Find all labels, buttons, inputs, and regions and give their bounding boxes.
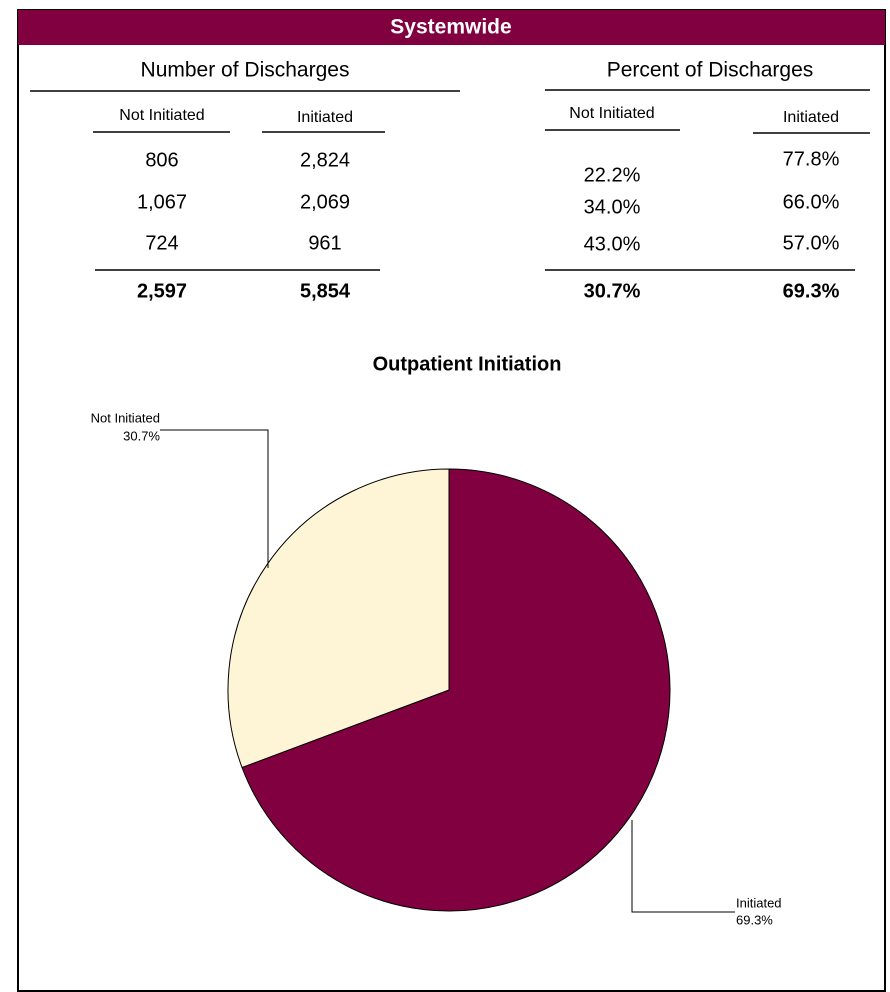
chart-title: Outpatient Initiation (373, 353, 562, 375)
table-cell: 57.0% (783, 232, 840, 254)
table-cell: 66.0% (783, 191, 840, 213)
table-cell: 806 (145, 149, 178, 171)
table-cell: 34.0% (584, 196, 641, 218)
column-header: Not Initiated (569, 105, 654, 122)
table-cell: 77.8% (783, 148, 840, 170)
section-heading: Percent of Discharges (607, 59, 814, 82)
table-cell: 22.2% (584, 164, 641, 186)
total-cell: 30.7% (584, 280, 641, 302)
table-cell: 724 (145, 232, 178, 254)
leader-line (160, 429, 269, 568)
pie-slice (241, 468, 671, 912)
total-cell: 2,597 (137, 280, 187, 302)
table-cell: 2,824 (300, 149, 350, 171)
table-cell: 1,067 (137, 191, 187, 213)
header-title: Systemwide (390, 16, 511, 39)
slice-label: Not Initiated (91, 410, 160, 425)
leader-line (631, 820, 735, 913)
section-heading: Number of Discharges (141, 59, 350, 82)
table-cell: 2,069 (300, 191, 350, 213)
table-cell: 43.0% (584, 233, 641, 255)
total-cell: 69.3% (783, 280, 840, 302)
header-bar (18, 10, 885, 45)
column-header: Not Initiated (119, 107, 204, 124)
column-header: Initiated (783, 109, 839, 126)
column-header: Initiated (297, 109, 353, 126)
slice-label: Initiated (736, 895, 782, 910)
pie-slice (227, 468, 450, 769)
slice-value: 69.3% (736, 912, 773, 927)
total-cell: 5,854 (300, 280, 351, 302)
slice-value: 30.7% (123, 428, 160, 443)
table-cell: 961 (308, 232, 341, 254)
